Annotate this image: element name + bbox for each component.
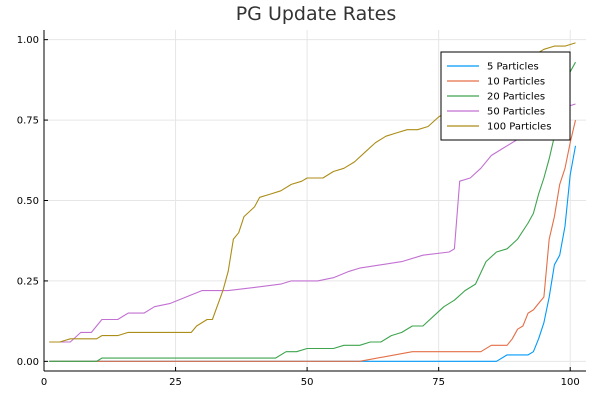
- x-tick-label: 50: [301, 377, 314, 388]
- x-tick-label: 0: [41, 377, 47, 388]
- series-line-20-particles: [49, 61, 576, 362]
- legend-entry: 10 Particles: [487, 77, 545, 88]
- legend-entry: 50 Particles: [487, 107, 545, 118]
- y-tick-label: 0.75: [17, 116, 39, 127]
- y-tick-label: 0.00: [17, 357, 39, 368]
- x-tick-label: 100: [561, 377, 580, 388]
- series-line-50-particles: [49, 103, 576, 343]
- y-tick-label: 0.50: [17, 196, 39, 207]
- chart-title: PG Update Rates: [236, 3, 397, 25]
- y-tick-label: 0.25: [17, 276, 39, 287]
- legend: 5 Particles 10 Particles 20 Particles 50 Pa…: [440, 51, 571, 141]
- axes: 0 25 50 75 100 0.00 0.25 0.50 0.75 1.00: [17, 30, 586, 388]
- legend-entry: 5 Particles: [487, 62, 539, 73]
- legend-entry: 100 Particles: [487, 122, 551, 133]
- series-line-10-particles: [49, 119, 577, 362]
- x-tick-label: 75: [432, 377, 445, 388]
- legend-entry: 20 Particles: [487, 92, 545, 103]
- series-line-5-particles: [49, 145, 577, 362]
- y-tick-label: 1.00: [17, 35, 39, 46]
- x-tick-label: 25: [169, 377, 182, 388]
